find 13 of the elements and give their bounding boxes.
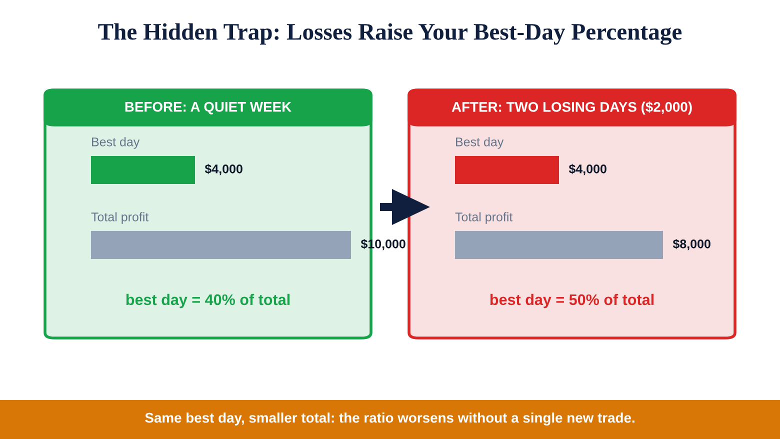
y-tick-label: Best day — [92, 137, 140, 149]
y-tick-label: Total profit — [91, 212, 149, 224]
data-label: $8,000 — [672, 238, 710, 250]
text: The Hidden Trap: Losses Raise Your Best-Day Percentage — [98, 23, 682, 45]
y-tick-label: Total profit — [455, 212, 513, 224]
data-label: $4,000 — [204, 164, 242, 176]
chart-title: AFTER: TWO LOSING DAYS ($2,000) — [452, 101, 692, 115]
text: best day = 50% of total — [490, 294, 654, 308]
y-tick-label: Best day — [456, 137, 504, 149]
data-label: $4,000 — [568, 164, 606, 176]
text: Same best day, smaller total: the ratio worsens without a single new trade. — [145, 412, 634, 426]
chart-title: BEFORE: A QUIET WEEK — [125, 102, 292, 114]
text: best day = 40% of total — [126, 294, 290, 308]
